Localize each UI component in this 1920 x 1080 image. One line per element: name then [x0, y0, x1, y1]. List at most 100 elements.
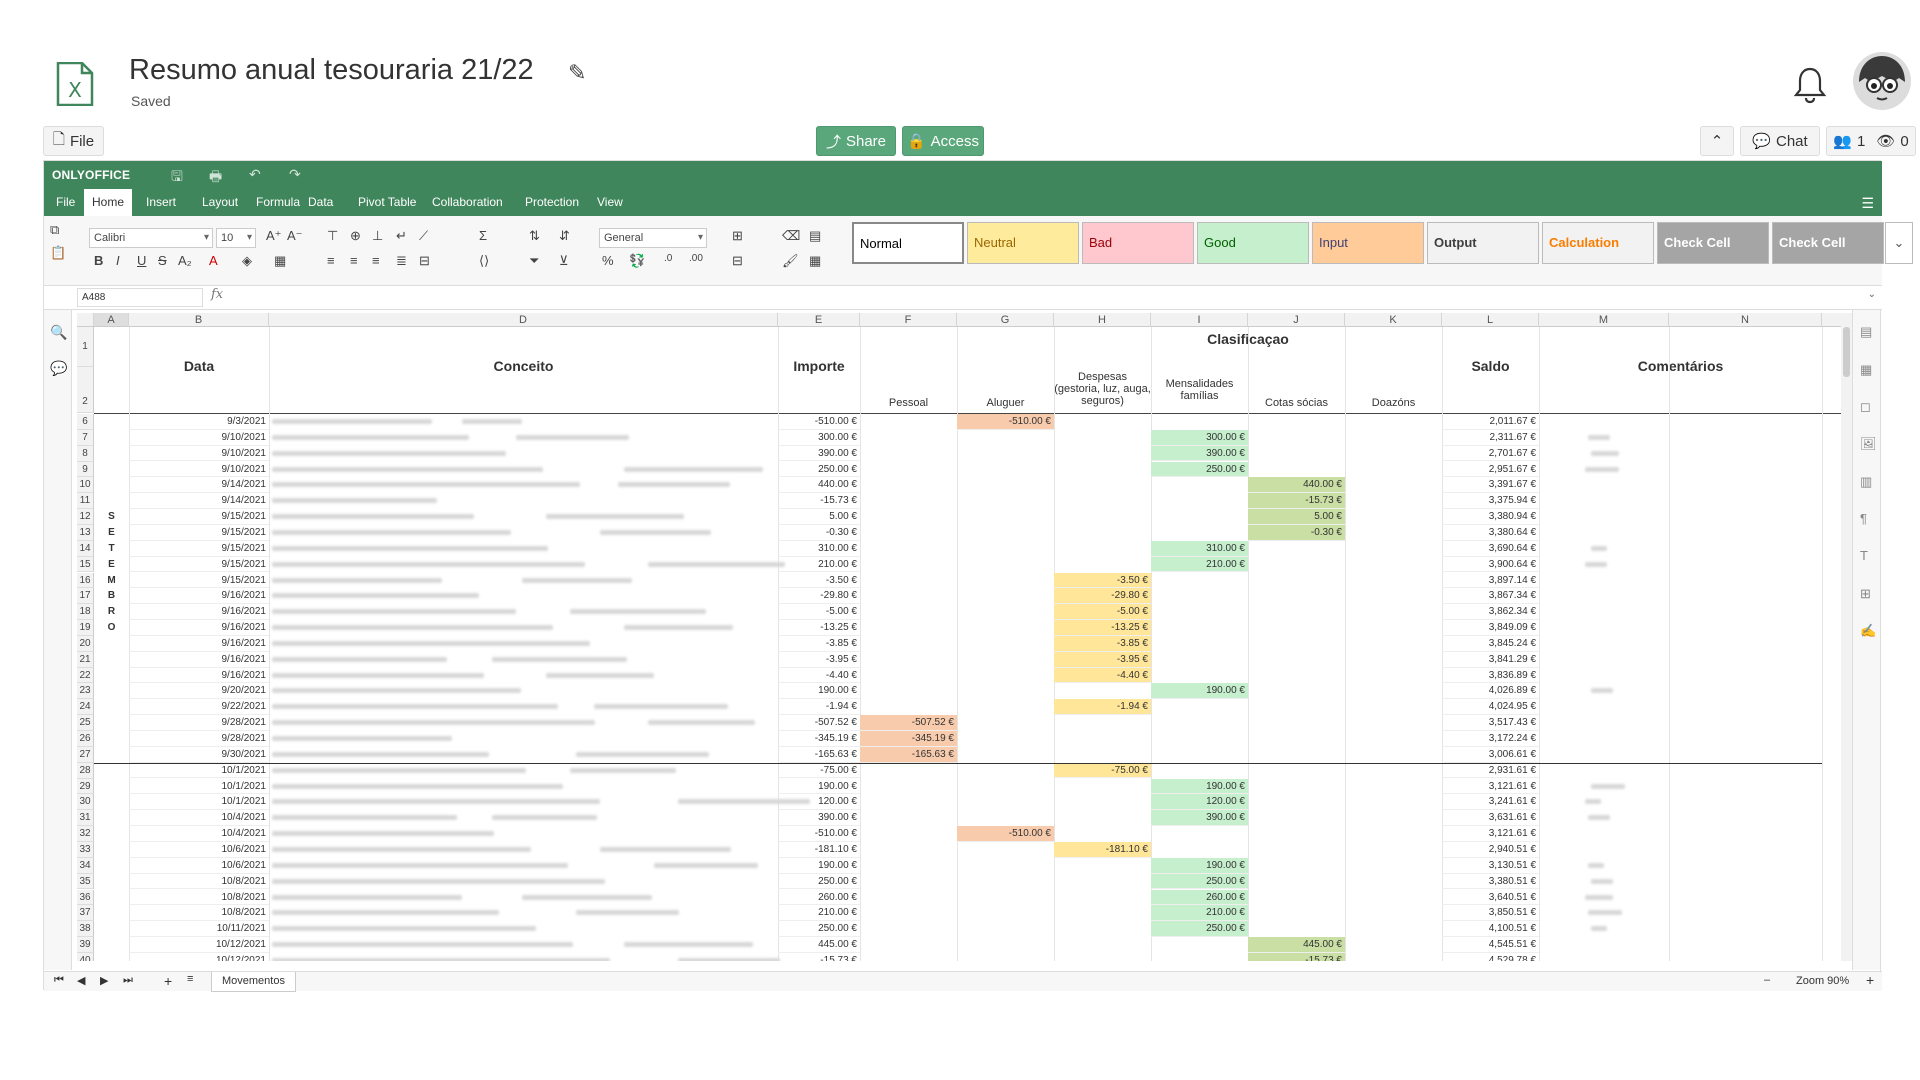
saldo-cell[interactable]: 3,845.24 € [1442, 636, 1539, 652]
increase-decimal-icon[interactable]: .00 [689, 253, 703, 264]
date-cell[interactable]: 9/16/2021 [129, 668, 269, 684]
row-header[interactable]: 20 [77, 635, 94, 652]
clear-icon[interactable]: ⌫ [782, 228, 801, 243]
borders-icon[interactable]: ▦ [274, 253, 287, 268]
row-header[interactable]: 6 [77, 414, 94, 430]
classified-cell-j[interactable]: 5.00 € [1248, 509, 1345, 525]
italic-icon[interactable]: I [116, 253, 120, 268]
date-cell[interactable]: 9/10/2021 [129, 462, 269, 478]
row-header[interactable]: 14 [77, 540, 94, 557]
notification-bell-icon[interactable] [1793, 66, 1827, 104]
importe-cell[interactable]: -5.00 € [778, 604, 860, 620]
menu-home[interactable]: Home [84, 189, 133, 216]
insert-cells-icon[interactable]: ⊞ [732, 228, 743, 243]
importe-cell[interactable]: -510.00 € [778, 826, 860, 842]
classified-cell-i[interactable]: 390.00 € [1151, 810, 1248, 827]
saldo-cell[interactable]: 2,940.51 € [1442, 842, 1539, 858]
date-cell[interactable]: 10/8/2021 [129, 905, 269, 922]
paragraph-settings-icon[interactable]: ¶ [1860, 511, 1867, 526]
date-cell[interactable]: 10/4/2021 [129, 826, 269, 842]
classified-cell-i[interactable]: 190.00 € [1151, 857, 1248, 874]
importe-cell[interactable]: -3.85 € [778, 636, 860, 652]
menu-view[interactable]: View [597, 195, 623, 209]
sort-descending-icon[interactable]: ⇵ [559, 228, 570, 243]
undo-icon[interactable]: ↶ [249, 166, 261, 182]
classified-cell-i[interactable]: 260.00 € [1151, 889, 1248, 906]
importe-cell[interactable]: 390.00 € [778, 810, 860, 827]
date-cell[interactable]: 10/1/2021 [129, 763, 269, 779]
classified-cell-f[interactable]: -165.63 € [860, 746, 957, 763]
importe-cell[interactable]: 300.00 € [778, 430, 860, 446]
row-header-2[interactable]: 2 [77, 367, 94, 413]
saldo-cell[interactable]: 3,640.51 € [1442, 890, 1539, 906]
column-header-f[interactable]: F [860, 313, 957, 327]
importe-cell[interactable]: -181.10 € [778, 842, 860, 858]
filter-icon[interactable]: ⏷ [529, 253, 540, 268]
menu-insert[interactable]: Insert [146, 195, 177, 209]
column-header-r[interactable]: R [1822, 313, 1842, 327]
sort-ascending-icon[interactable]: ⇅ [529, 228, 540, 243]
classified-cell-j[interactable]: 445.00 € [1248, 937, 1345, 953]
shape-settings-icon[interactable]: ◻ [1860, 399, 1871, 414]
classified-cell-i[interactable]: 390.00 € [1151, 445, 1248, 462]
classified-cell-j[interactable]: 440.00 € [1248, 477, 1345, 494]
date-cell[interactable]: 9/16/2021 [129, 636, 269, 652]
print-icon[interactable]: 🖶 [209, 168, 223, 184]
importe-cell[interactable]: 5.00 € [778, 509, 860, 525]
rename-pencil-icon[interactable]: ✎ [568, 60, 587, 85]
orientation-icon[interactable]: ⟋ [419, 228, 429, 243]
menu-protection[interactable]: Protection [525, 195, 580, 209]
next-sheet-icon[interactable]: ▶ [100, 975, 109, 987]
date-cell[interactable]: 9/30/2021 [129, 747, 269, 763]
classified-cell-h[interactable]: -3.50 € [1054, 572, 1151, 589]
classified-cell-i[interactable]: 210.00 € [1151, 905, 1248, 922]
underline-icon[interactable]: U [137, 253, 147, 268]
fill-color-icon[interactable]: ◈ [242, 253, 252, 268]
column-header-l[interactable]: L [1442, 313, 1539, 327]
date-cell[interactable]: 9/14/2021 [129, 493, 269, 510]
importe-cell[interactable]: -165.63 € [778, 747, 860, 763]
zoom-out-button[interactable]: – [1764, 974, 1771, 986]
menu-layout[interactable]: Layout [202, 195, 239, 209]
classified-cell-i[interactable]: 190.00 € [1151, 778, 1248, 795]
column-header-b[interactable]: B [129, 313, 269, 327]
importe-cell[interactable]: -345.19 € [778, 731, 860, 747]
importe-cell[interactable]: 190.00 € [778, 683, 860, 700]
align-middle-icon[interactable]: ⊕ [350, 228, 361, 243]
row-header[interactable]: 28 [77, 762, 94, 779]
importe-cell[interactable]: -75.00 € [778, 763, 860, 779]
date-cell[interactable]: 10/4/2021 [129, 810, 269, 827]
classified-cell-h[interactable]: -5.00 € [1054, 604, 1151, 620]
classified-cell-j[interactable]: -15.73 € [1248, 493, 1345, 510]
sheet-grid[interactable]: ABDEFGHIJKLMNR12DataConceitoImporteClasi… [77, 313, 1842, 961]
saldo-cell[interactable]: 3,862.34 € [1442, 604, 1539, 620]
importe-cell[interactable]: -0.30 € [778, 525, 860, 541]
date-cell[interactable]: 9/3/2021 [129, 414, 269, 430]
cell-style-calculation[interactable]: Calculation [1542, 222, 1654, 264]
row-header[interactable]: 24 [77, 699, 94, 716]
saldo-cell[interactable]: 3,121.61 € [1442, 779, 1539, 795]
name-box[interactable]: A488 [77, 288, 203, 307]
importe-cell[interactable]: -507.52 € [778, 715, 860, 731]
importe-cell[interactable]: -15.73 € [778, 953, 860, 961]
bold-icon[interactable]: B [94, 253, 104, 268]
chat-button[interactable]: 💬 Chat [1740, 126, 1820, 156]
save-icon[interactable]: 🖫 [171, 168, 183, 184]
named-ranges-icon[interactable]: ⟨⟩ [479, 253, 490, 268]
row-header[interactable]: 25 [77, 715, 94, 731]
date-cell[interactable]: 9/15/2021 [129, 573, 269, 589]
importe-cell[interactable]: 310.00 € [778, 541, 860, 557]
classified-cell-i[interactable]: 190.00 € [1151, 683, 1248, 700]
classified-cell-i[interactable]: 250.00 € [1151, 873, 1248, 890]
row-header[interactable]: 37 [77, 905, 94, 922]
row-header[interactable]: 12 [77, 509, 94, 525]
importe-cell[interactable]: 190.00 € [778, 858, 860, 874]
column-header-g[interactable]: G [957, 313, 1054, 327]
row-header[interactable]: 11 [77, 493, 94, 510]
align-bottom-icon[interactable]: ⊥ [372, 228, 384, 243]
date-cell[interactable]: 9/10/2021 [129, 446, 269, 462]
menu-collaboration[interactable]: Collaboration [432, 195, 503, 209]
date-cell[interactable]: 9/16/2021 [129, 652, 269, 668]
saldo-cell[interactable]: 2,931.61 € [1442, 763, 1539, 779]
table-settings-icon[interactable]: ▦ [1860, 362, 1873, 377]
